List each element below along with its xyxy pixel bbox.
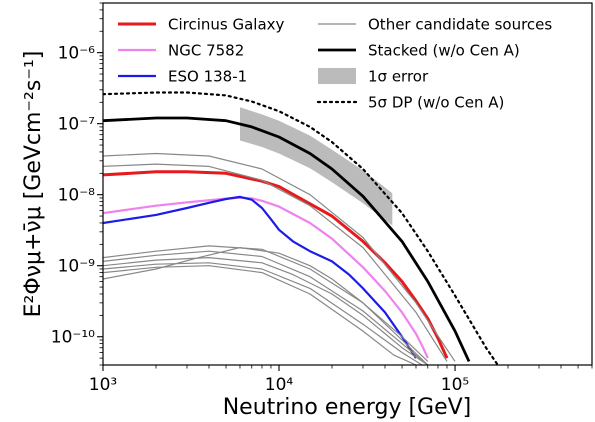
series-line-5-dp-w-o-cen-a	[103, 91, 499, 365]
series-layer	[103, 91, 499, 365]
legend-label: 1σ error	[368, 68, 429, 86]
legend-item-eso-138-1: ESO 138-1	[118, 68, 247, 86]
legend-label: Stacked (w/o Cen A)	[368, 42, 520, 60]
series-line-other-source-8	[103, 262, 423, 365]
series-line-other-source-6	[103, 250, 429, 365]
series-line-other-candidate-sources	[103, 152, 456, 362]
x-tick-label: 10⁵	[441, 375, 469, 395]
x-axis-label: Neutrino energy [GeV]	[223, 395, 472, 420]
y-axis-label: E²Φνμ+ν̄μ [GeVcm⁻²s⁻¹]	[21, 51, 46, 318]
legend-label: Circinus Galaxy	[168, 16, 285, 34]
legend-item-other-candidate-sources: Other candidate sources	[318, 16, 552, 34]
series-line-eso-138-1	[103, 195, 417, 359]
legend-item-ngc-7582: NGC 7582	[118, 42, 244, 60]
series-line-ngc-7582	[103, 196, 429, 359]
y-tick-label: 10⁻⁸	[58, 186, 96, 206]
x-tick-label: 10³	[89, 375, 117, 395]
y-tick-label: 10⁻⁹	[58, 257, 96, 277]
plot-area	[103, 91, 499, 365]
legend-swatch	[318, 68, 356, 84]
series-line-other-source-10	[103, 247, 429, 365]
legend-label: ESO 138-1	[168, 68, 247, 86]
legend-label: Other candidate sources	[368, 16, 552, 34]
series-line-stacked-w-o-cen-a	[103, 116, 471, 362]
plot-frame	[102, 2, 593, 366]
legend-item-circinus-galaxy: Circinus Galaxy	[118, 16, 285, 34]
series-line-other-source-5	[103, 245, 429, 362]
y-tick-label: 10⁻⁶	[58, 44, 96, 64]
y-tick-label: 10⁻¹⁰	[51, 328, 95, 348]
legend-item-5-dp-w-o-cen-a: 5σ DP (w/o Cen A)	[316, 94, 504, 112]
x-tick-label: 10⁴	[265, 375, 294, 395]
legend-item-1-error: 1σ error	[318, 68, 429, 86]
series-line-other-source-7	[103, 257, 429, 365]
series-line-circinus-galaxy	[103, 170, 449, 359]
legend-item-stacked-w-o-cen-a: Stacked (w/o Cen A)	[318, 42, 520, 60]
y-tick-label: 10⁻⁷	[58, 115, 96, 135]
legend-label: NGC 7582	[168, 42, 244, 60]
legend-label: 5σ DP (w/o Cen A)	[368, 94, 504, 112]
legend: Circinus Galaxy NGC 7582 ESO 138-1 Other ca…	[118, 16, 552, 112]
series-line-other-source-4	[103, 163, 448, 362]
tick-layer: 10³ 10⁴ 10⁵ 10⁻¹⁰ 10⁻⁹ 10⁻⁸ 10⁻⁷ 10⁻⁶	[51, 2, 593, 395]
